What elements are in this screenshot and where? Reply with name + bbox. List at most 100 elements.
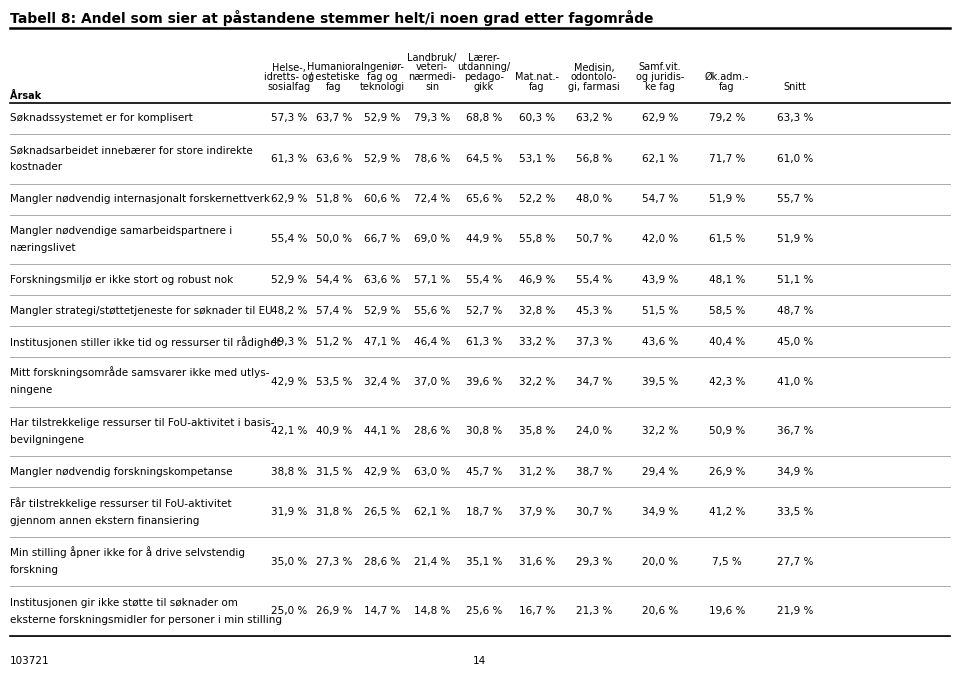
Text: 48,0 %: 48,0 %: [575, 194, 612, 204]
Text: 60,6 %: 60,6 %: [363, 194, 400, 204]
Text: 51,8 %: 51,8 %: [316, 194, 352, 204]
Text: 103721: 103721: [10, 656, 50, 666]
Text: 63,6 %: 63,6 %: [316, 154, 352, 164]
Text: Forskningsmiljø er ikke stort og robust nok: Forskningsmiljø er ikke stort og robust …: [10, 275, 233, 285]
Text: Mangler nødvendige samarbeidspartnere i: Mangler nødvendige samarbeidspartnere i: [10, 226, 232, 236]
Text: nærmedi-: nærmedi-: [409, 72, 456, 82]
Text: 55,7 %: 55,7 %: [777, 194, 813, 204]
Text: 21,9 %: 21,9 %: [777, 606, 813, 616]
Text: 34,9 %: 34,9 %: [642, 507, 678, 517]
Text: 72,4 %: 72,4 %: [414, 194, 450, 204]
Text: 42,9 %: 42,9 %: [270, 377, 307, 387]
Text: Lærer-: Lærer-: [468, 53, 500, 63]
Text: fag: fag: [719, 81, 735, 92]
Text: gi, farmasi: gi, farmasi: [568, 81, 620, 92]
Text: Mangler strategi/støttetjeneste for søknader til EU: Mangler strategi/støttetjeneste for søkn…: [10, 306, 272, 316]
Text: 42,9 %: 42,9 %: [363, 466, 400, 477]
Text: Årsak: Årsak: [10, 91, 41, 101]
Text: 62,1 %: 62,1 %: [642, 154, 678, 164]
Text: 26,9 %: 26,9 %: [709, 466, 745, 477]
Text: 60,3 %: 60,3 %: [519, 113, 555, 123]
Text: 21,4 %: 21,4 %: [414, 557, 450, 567]
Text: 49,3 %: 49,3 %: [270, 336, 307, 346]
Text: 78,6 %: 78,6 %: [414, 154, 450, 164]
Text: 56,8 %: 56,8 %: [575, 154, 612, 164]
Text: Mangler nødvendig forskningskompetanse: Mangler nødvendig forskningskompetanse: [10, 466, 232, 477]
Text: 54,4 %: 54,4 %: [316, 275, 352, 285]
Text: 38,7 %: 38,7 %: [575, 466, 612, 477]
Text: / estetiske: / estetiske: [309, 72, 360, 82]
Text: 37,0 %: 37,0 %: [414, 377, 450, 387]
Text: 57,3 %: 57,3 %: [270, 113, 307, 123]
Text: 53,5 %: 53,5 %: [316, 377, 352, 387]
Text: 55,8 %: 55,8 %: [519, 235, 555, 244]
Text: fag og: fag og: [366, 72, 397, 82]
Text: teknologi: teknologi: [360, 81, 405, 92]
Text: 52,9 %: 52,9 %: [270, 275, 307, 285]
Text: Institusjonen stiller ikke tid og ressurser til rådighet: Institusjonen stiller ikke tid og ressur…: [10, 336, 281, 348]
Text: 68,8 %: 68,8 %: [466, 113, 503, 123]
Text: Humaniora: Humaniora: [307, 62, 361, 73]
Text: 35,8 %: 35,8 %: [519, 426, 555, 437]
Text: 42,3 %: 42,3 %: [709, 377, 745, 387]
Text: 18,7 %: 18,7 %: [466, 507, 503, 517]
Text: Mat.nat.-: Mat.nat.-: [515, 72, 559, 82]
Text: Mitt forskningsområde samsvarer ikke med utlys-: Mitt forskningsområde samsvarer ikke med…: [10, 367, 269, 378]
Text: Øk.adm.-: Øk.adm.-: [705, 72, 749, 82]
Text: 39,6 %: 39,6 %: [466, 377, 503, 387]
Text: 42,0 %: 42,0 %: [642, 235, 678, 244]
Text: 30,8 %: 30,8 %: [466, 426, 503, 437]
Text: 33,5 %: 33,5 %: [777, 507, 813, 517]
Text: 61,5 %: 61,5 %: [709, 235, 745, 244]
Text: 71,7 %: 71,7 %: [709, 154, 745, 164]
Text: 25,6 %: 25,6 %: [466, 606, 503, 616]
Text: 54,7 %: 54,7 %: [642, 194, 678, 204]
Text: Min stilling åpner ikke for å drive selvstendig: Min stilling åpner ikke for å drive selv…: [10, 546, 245, 558]
Text: Helse-,: Helse-,: [272, 62, 306, 73]
Text: 47,1 %: 47,1 %: [363, 336, 400, 346]
Text: 52,9 %: 52,9 %: [363, 306, 400, 316]
Text: fag: fag: [326, 81, 341, 92]
Text: 14: 14: [473, 656, 486, 666]
Text: 34,7 %: 34,7 %: [575, 377, 612, 387]
Text: 31,5 %: 31,5 %: [316, 466, 352, 477]
Text: 79,2 %: 79,2 %: [709, 113, 745, 123]
Text: 26,9 %: 26,9 %: [316, 606, 352, 616]
Text: 24,0 %: 24,0 %: [575, 426, 612, 437]
Text: eksterne forskningsmidler for personer i min stilling: eksterne forskningsmidler for personer i…: [10, 615, 282, 624]
Text: 63,3 %: 63,3 %: [777, 113, 813, 123]
Text: 79,3 %: 79,3 %: [414, 113, 450, 123]
Text: 62,1 %: 62,1 %: [414, 507, 450, 517]
Text: Tabell 8: Andel som sier at påstandene stemmer helt/i noen grad etter fagområde: Tabell 8: Andel som sier at påstandene s…: [10, 10, 653, 26]
Text: 61,0 %: 61,0 %: [777, 154, 813, 164]
Text: 57,1 %: 57,1 %: [414, 275, 450, 285]
Text: 43,9 %: 43,9 %: [642, 275, 678, 285]
Text: Får tilstrekkelige ressurser til FoU-aktivitet: Får tilstrekkelige ressurser til FoU-akt…: [10, 497, 231, 508]
Text: 55,6 %: 55,6 %: [414, 306, 450, 316]
Text: veteri-: veteri-: [416, 62, 448, 73]
Text: 16,7 %: 16,7 %: [519, 606, 555, 616]
Text: 51,9 %: 51,9 %: [777, 235, 813, 244]
Text: 44,1 %: 44,1 %: [363, 426, 400, 437]
Text: Har tilstrekkelige ressurser til FoU-aktivitet i basis-: Har tilstrekkelige ressurser til FoU-akt…: [10, 418, 274, 428]
Text: 28,6 %: 28,6 %: [363, 557, 400, 567]
Text: og juridis-: og juridis-: [636, 72, 684, 82]
Text: 55,4 %: 55,4 %: [270, 235, 307, 244]
Text: Samf.vit.: Samf.vit.: [639, 62, 681, 73]
Text: 48,7 %: 48,7 %: [777, 306, 813, 316]
Text: 25,0 %: 25,0 %: [270, 606, 307, 616]
Text: fag: fag: [529, 81, 545, 92]
Text: 51,2 %: 51,2 %: [316, 336, 352, 346]
Text: 41,0 %: 41,0 %: [777, 377, 813, 387]
Text: 62,9 %: 62,9 %: [642, 113, 678, 123]
Text: 51,5 %: 51,5 %: [642, 306, 678, 316]
Text: 46,4 %: 46,4 %: [414, 336, 450, 346]
Text: pedago-: pedago-: [464, 72, 504, 82]
Text: 29,3 %: 29,3 %: [575, 557, 612, 567]
Text: 51,9 %: 51,9 %: [709, 194, 745, 204]
Text: 32,2 %: 32,2 %: [642, 426, 678, 437]
Text: 28,6 %: 28,6 %: [414, 426, 450, 437]
Text: 37,9 %: 37,9 %: [519, 507, 555, 517]
Text: 58,5 %: 58,5 %: [709, 306, 745, 316]
Text: 30,7 %: 30,7 %: [575, 507, 612, 517]
